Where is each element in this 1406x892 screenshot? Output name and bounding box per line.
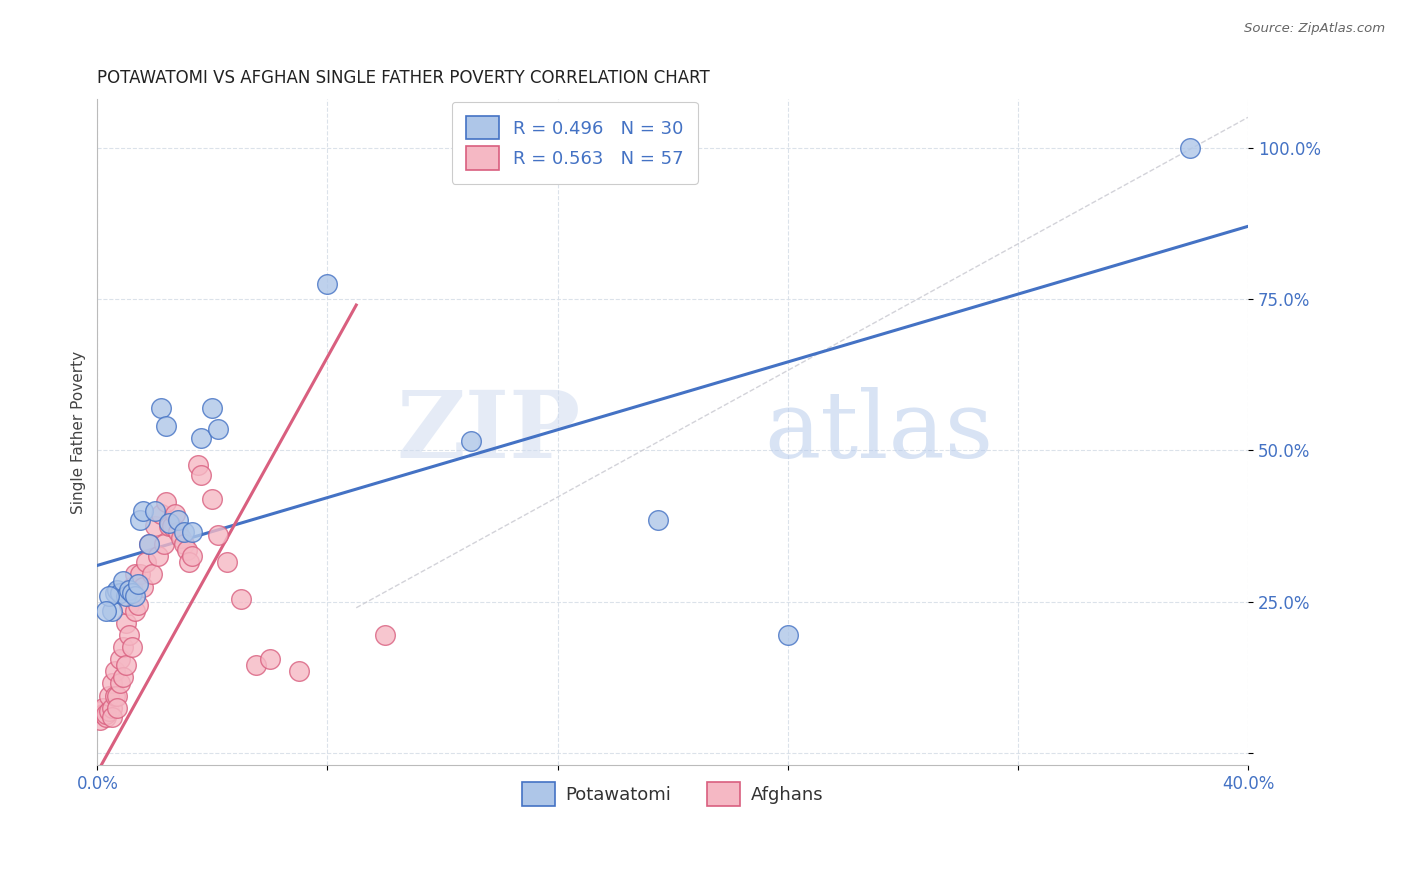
Point bbox=[201, 401, 224, 415]
Legend: Potawatomi, Afghans: Potawatomi, Afghans bbox=[515, 775, 831, 813]
Point bbox=[1180, 140, 1202, 154]
Point bbox=[104, 665, 127, 679]
Point bbox=[100, 604, 122, 618]
Point bbox=[94, 706, 117, 721]
Point bbox=[94, 604, 117, 618]
Point bbox=[118, 628, 141, 642]
Point bbox=[110, 652, 132, 666]
Point bbox=[94, 710, 117, 724]
Point bbox=[124, 589, 146, 603]
Point bbox=[121, 640, 143, 654]
Point bbox=[149, 401, 172, 415]
Point bbox=[207, 422, 229, 436]
Point bbox=[173, 537, 195, 551]
Point bbox=[176, 543, 198, 558]
Text: Source: ZipAtlas.com: Source: ZipAtlas.com bbox=[1244, 22, 1385, 36]
Point bbox=[170, 531, 193, 545]
Point bbox=[138, 537, 160, 551]
Point bbox=[157, 519, 180, 533]
Point bbox=[155, 419, 177, 434]
Point bbox=[115, 615, 138, 630]
Point bbox=[374, 628, 396, 642]
Point bbox=[127, 598, 149, 612]
Point bbox=[173, 525, 195, 540]
Point bbox=[215, 555, 238, 569]
Point bbox=[100, 710, 122, 724]
Point bbox=[287, 665, 309, 679]
Point bbox=[167, 525, 190, 540]
Point bbox=[110, 676, 132, 690]
Point bbox=[118, 582, 141, 597]
Point bbox=[207, 528, 229, 542]
Point bbox=[124, 567, 146, 582]
Point bbox=[100, 676, 122, 690]
Point bbox=[129, 513, 152, 527]
Point bbox=[146, 549, 169, 564]
Point bbox=[231, 591, 253, 606]
Point bbox=[112, 574, 135, 588]
Point bbox=[129, 567, 152, 582]
Point bbox=[149, 507, 172, 521]
Point bbox=[647, 513, 669, 527]
Point bbox=[104, 689, 127, 703]
Point bbox=[181, 549, 204, 564]
Point bbox=[190, 467, 212, 482]
Point bbox=[112, 670, 135, 684]
Point bbox=[107, 700, 129, 714]
Point bbox=[181, 525, 204, 540]
Point bbox=[121, 580, 143, 594]
Point bbox=[141, 567, 163, 582]
Point bbox=[115, 658, 138, 673]
Point bbox=[107, 582, 129, 597]
Text: ZIP: ZIP bbox=[396, 387, 581, 477]
Point bbox=[316, 277, 339, 291]
Point bbox=[115, 589, 138, 603]
Point bbox=[124, 604, 146, 618]
Point bbox=[190, 431, 212, 445]
Point bbox=[104, 585, 127, 599]
Point bbox=[107, 689, 129, 703]
Point bbox=[138, 537, 160, 551]
Y-axis label: Single Father Poverty: Single Father Poverty bbox=[72, 351, 86, 514]
Point bbox=[460, 434, 482, 449]
Point bbox=[160, 519, 183, 533]
Point bbox=[91, 700, 114, 714]
Point bbox=[245, 658, 267, 673]
Point bbox=[167, 513, 190, 527]
Point bbox=[259, 652, 281, 666]
Point bbox=[143, 519, 166, 533]
Point bbox=[97, 589, 120, 603]
Point bbox=[121, 585, 143, 599]
Point bbox=[776, 628, 799, 642]
Point bbox=[201, 491, 224, 506]
Point bbox=[187, 458, 209, 473]
Point bbox=[89, 713, 111, 727]
Point bbox=[97, 689, 120, 703]
Point bbox=[112, 640, 135, 654]
Point bbox=[179, 555, 201, 569]
Point bbox=[132, 580, 155, 594]
Point bbox=[118, 598, 141, 612]
Text: POTAWATOMI VS AFGHAN SINGLE FATHER POVERTY CORRELATION CHART: POTAWATOMI VS AFGHAN SINGLE FATHER POVER… bbox=[97, 69, 710, 87]
Point bbox=[89, 704, 111, 718]
Point bbox=[143, 504, 166, 518]
Point bbox=[110, 585, 132, 599]
Point bbox=[155, 495, 177, 509]
Point bbox=[163, 507, 186, 521]
Text: atlas: atlas bbox=[765, 387, 994, 477]
Point bbox=[157, 516, 180, 530]
Point bbox=[91, 706, 114, 721]
Point bbox=[132, 504, 155, 518]
Point bbox=[100, 700, 122, 714]
Point bbox=[127, 576, 149, 591]
Point bbox=[97, 704, 120, 718]
Point bbox=[135, 555, 157, 569]
Point bbox=[152, 537, 174, 551]
